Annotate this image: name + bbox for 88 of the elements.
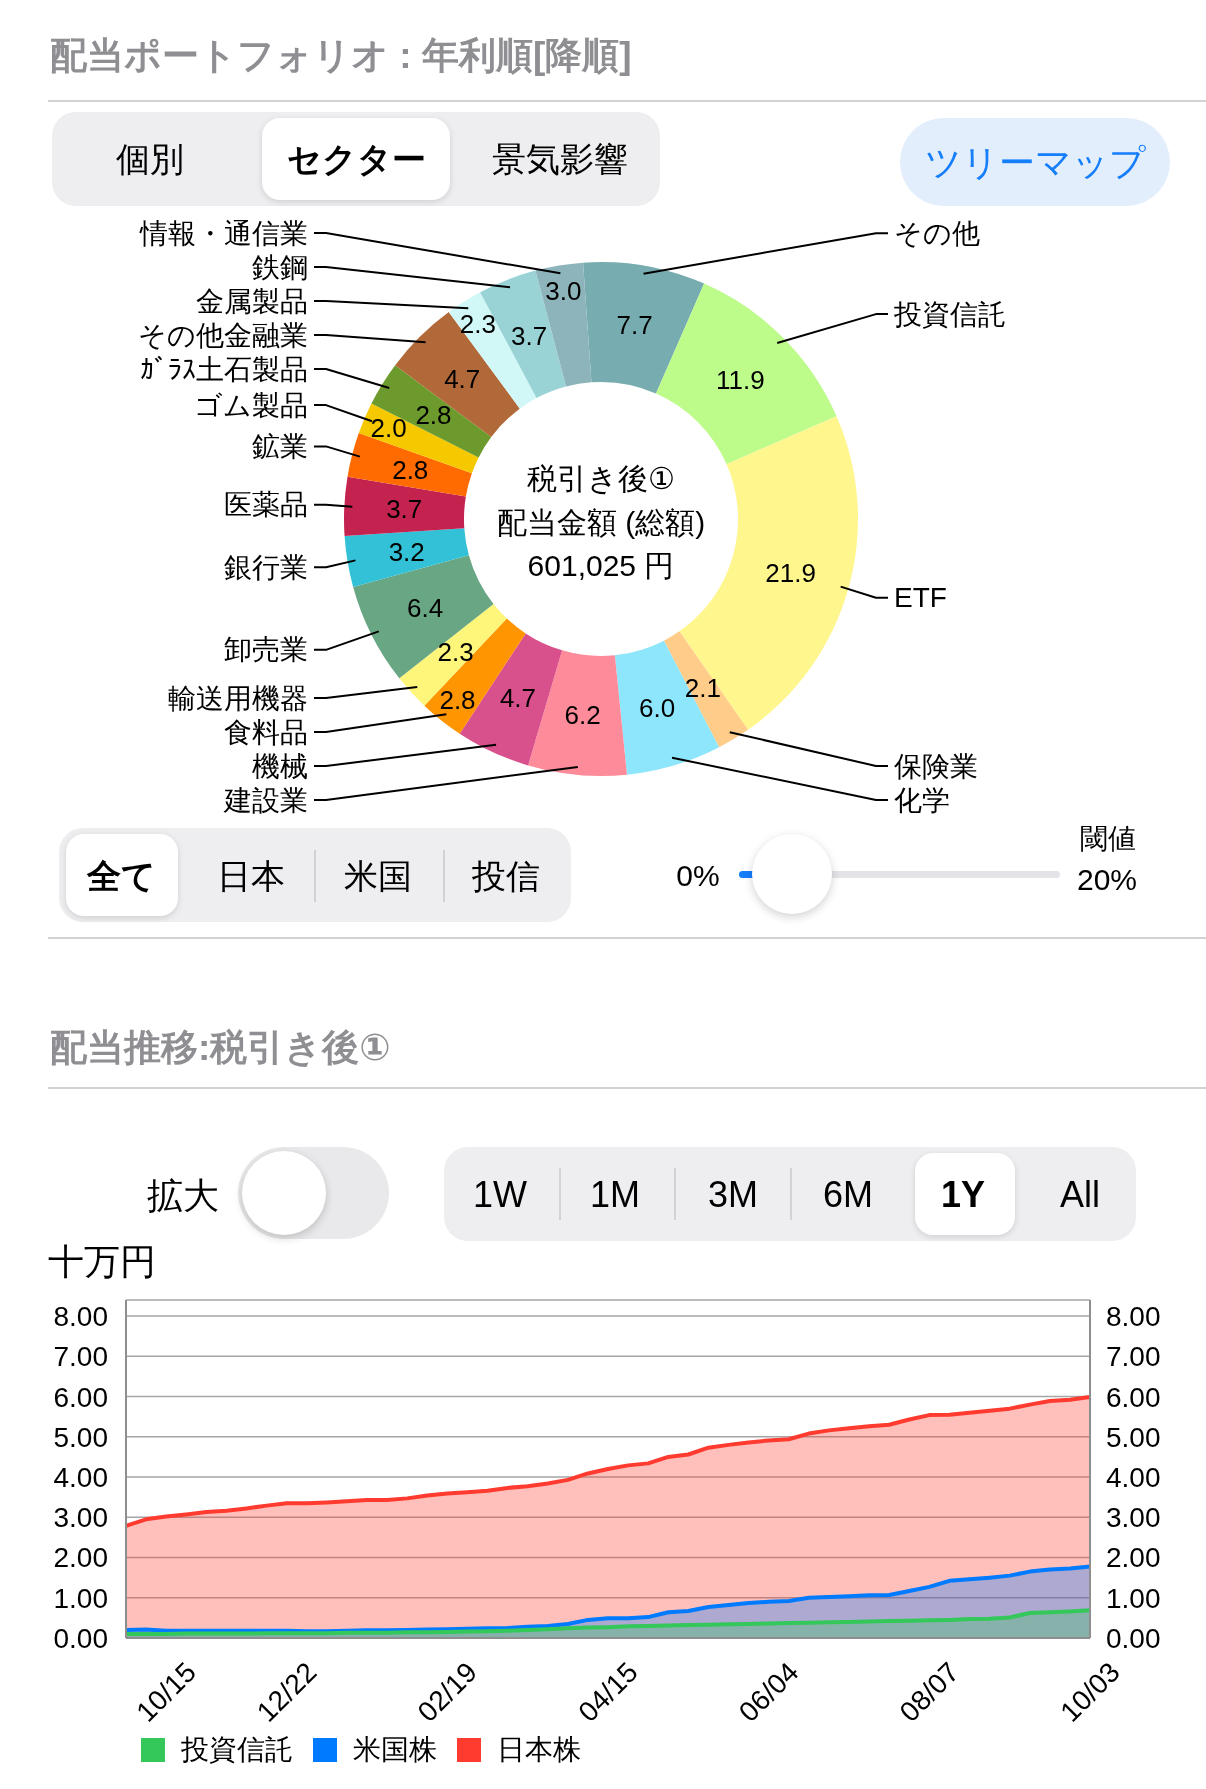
text: ツリーマップ xyxy=(924,140,1146,185)
donut-slice xyxy=(371,365,492,458)
slice-label: ETF xyxy=(894,582,947,614)
data-label: 3.7 xyxy=(386,494,423,525)
y-tick-label: 0.00 xyxy=(53,1622,108,1654)
text: 3M xyxy=(707,1172,759,1217)
y2-tick-label: 2.00 xyxy=(1106,1542,1161,1574)
data-label: 11.9 xyxy=(716,364,765,395)
slice-label: 卸売業 xyxy=(224,634,308,666)
y2-tick-label: 5.00 xyxy=(1106,1421,1161,1453)
text: 日本 xyxy=(217,855,285,897)
y-tick-label: 7.00 xyxy=(53,1341,108,1373)
text: セクター xyxy=(286,138,426,180)
text: 個別 xyxy=(116,138,184,180)
text: 閾値 xyxy=(1080,821,1136,856)
text: 配当金額 (総額) xyxy=(496,505,706,542)
y2-tick-label: 6.00 xyxy=(1106,1381,1161,1413)
data-label: 3.7 xyxy=(510,320,548,351)
slice-label: ｶﾞﾗｽ土石製品 xyxy=(140,353,308,385)
data-label: 2.3 xyxy=(459,308,496,339)
y-tick-label: 3.00 xyxy=(53,1502,108,1534)
slice-label: 保険業 xyxy=(894,750,978,782)
y2-tick-label: 7.00 xyxy=(1106,1341,1161,1373)
slice-label: 情報・通信業 xyxy=(139,217,308,249)
slice-label: 建設業 xyxy=(223,784,308,816)
data-label: 3.2 xyxy=(388,536,425,567)
text: 601,025 円 xyxy=(527,548,675,585)
text: 6M xyxy=(822,1172,874,1217)
data-label: 2.3 xyxy=(437,636,474,667)
slice-label: 化学 xyxy=(894,784,950,816)
chart-title: 配当推移:税引き後① xyxy=(50,1025,391,1070)
text: 1Y xyxy=(940,1172,986,1217)
data-label: 2.8 xyxy=(415,400,452,431)
slice-label: 機械 xyxy=(252,750,308,782)
data-label: 6.4 xyxy=(407,592,444,623)
slice-label: 食料品 xyxy=(224,716,308,748)
legend-label: 投資信託 xyxy=(181,1733,293,1767)
data-label: 2.8 xyxy=(392,454,429,485)
y-tick-label: 5.00 xyxy=(53,1421,108,1453)
chart-title: 配当ポートフォリオ : 年利順[降順] xyxy=(50,33,632,78)
donut-slice xyxy=(344,528,469,587)
text: 投信 xyxy=(472,855,540,897)
data-label: 6.0 xyxy=(639,692,676,723)
donut-slice xyxy=(614,640,720,775)
slice-label: 銀行業 xyxy=(224,551,308,583)
y-tick-label: 2.00 xyxy=(53,1542,108,1574)
data-label: 2.0 xyxy=(370,413,407,444)
text: 米国 xyxy=(344,855,412,897)
text: 拡大 xyxy=(147,1173,219,1218)
y2-tick-label: 1.00 xyxy=(1106,1582,1161,1614)
text: 1M xyxy=(589,1172,641,1217)
slice-label: 輸送用機器 xyxy=(168,682,308,714)
data-label: 4.7 xyxy=(444,364,481,395)
slice-label: 鉱業 xyxy=(252,430,308,462)
donut-slice xyxy=(655,283,837,465)
y-tick-label: 6.00 xyxy=(53,1381,108,1413)
y-tick-label: 8.00 xyxy=(53,1301,108,1333)
data-label: 2.1 xyxy=(684,672,721,703)
slice-label: 投資信託 xyxy=(893,298,1006,330)
text: 0% xyxy=(676,858,720,895)
y-tick-label: 1.00 xyxy=(53,1582,108,1614)
data-label: 4.7 xyxy=(499,682,537,713)
data-label: 6.2 xyxy=(564,700,601,731)
data-label: 7.7 xyxy=(616,309,653,340)
text: All xyxy=(1059,1172,1101,1217)
y2-tick-label: 3.00 xyxy=(1106,1502,1161,1534)
y2-tick-label: 4.00 xyxy=(1106,1461,1161,1493)
text: 20% xyxy=(1076,862,1138,899)
slice-label: ゴム製品 xyxy=(194,389,308,421)
legend-label: 米国株 xyxy=(353,1733,437,1767)
text: 税引き後① xyxy=(527,461,675,498)
data-label: 3.0 xyxy=(545,276,582,307)
slice-label: その他 xyxy=(894,217,980,249)
text: 全て xyxy=(86,855,156,897)
text: 1W xyxy=(473,1172,527,1217)
slice-label: 金属製品 xyxy=(196,285,308,317)
slice-label: その他金融業 xyxy=(138,319,308,351)
slice-label: 医薬品 xyxy=(224,489,308,521)
legend-label: 日本株 xyxy=(497,1733,581,1767)
y2-tick-label: 8.00 xyxy=(1106,1301,1161,1333)
donut-slice xyxy=(583,262,705,394)
text: 景気影響 xyxy=(492,138,628,180)
y-tick-label: 4.00 xyxy=(53,1461,108,1493)
y2-tick-label: 0.00 xyxy=(1106,1622,1161,1654)
data-label: 2.8 xyxy=(439,685,476,716)
slice-label: 鉄鋼 xyxy=(252,251,308,283)
y-axis-title: 十万円 xyxy=(48,1239,156,1284)
data-label: 21.9 xyxy=(765,557,816,588)
